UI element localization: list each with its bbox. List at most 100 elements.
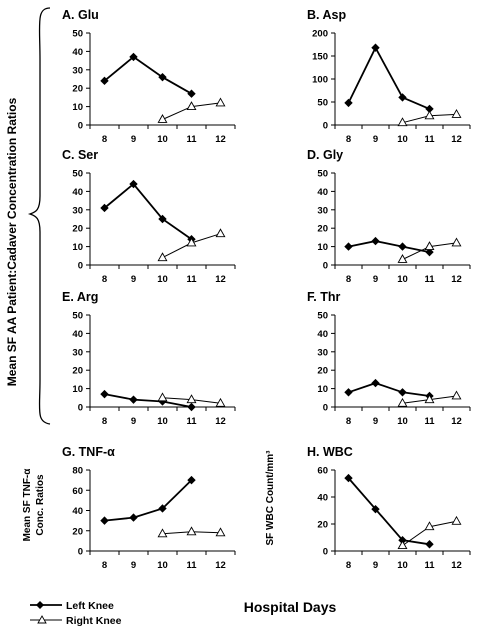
panel-e: E. Arg 0 10 20 30 40 50 8 9 10 11 12 [62, 290, 236, 427]
panel-b-x-tick-label: 12 [451, 134, 462, 145]
panel-a-x-tick-label: 11 [186, 134, 197, 145]
panel-b-x-tick-label: 11 [424, 134, 435, 145]
panel-c-x-tick-label: 10 [157, 274, 168, 285]
panel-d-y-tick-label: 30 [317, 205, 328, 216]
panel-f-right-knee-point [397, 397, 408, 407]
panel-b-left-knee-line [347, 45, 430, 110]
panel-f: F. Thr 0 10 20 30 40 50 8 9 10 11 12 [307, 290, 471, 427]
panel-c-y-tick-label: 40 [72, 187, 83, 198]
panel-a-title: A. Glu [62, 8, 99, 22]
panel-f-y-tick-label: 10 [317, 384, 328, 395]
panel-h-right-knee-point [451, 515, 462, 525]
panel-a-left-knee-point [158, 72, 167, 82]
panel-g-x-tick-label: 12 [215, 560, 226, 571]
panel-e-y-tick-label: 10 [72, 384, 83, 395]
panel-a-left-knee-point [187, 89, 196, 98]
panel-e-right-knee-point [186, 394, 197, 404]
panel-g-x-tick-label: 10 [157, 560, 168, 571]
panel-a-x-tick-label: 9 [131, 134, 136, 145]
panel-c-y-tick-label: 0 [78, 261, 83, 272]
panel-b-x-tick-label: 10 [397, 134, 408, 145]
panel-h-left-knee-point [344, 473, 353, 483]
panel-d-y-tick-label: 0 [323, 261, 328, 272]
panel-b-x-tick-label: 9 [373, 134, 378, 145]
panel-a-left-knee-point [100, 76, 109, 86]
panel-b-left-knee-point [344, 98, 353, 108]
panel-h-y-tick-label: 0 [323, 547, 328, 558]
panel-f-y-tick-label: 20 [317, 366, 328, 377]
panel-a-y-tick-label: 10 [72, 102, 83, 113]
panel-a: A. Glu 0 10 20 30 40 50 8 9 10 11 12 [62, 8, 236, 145]
panel-b-x-tick-label: 8 [346, 134, 351, 145]
panel-d: D. Gly 0 10 20 30 40 50 8 9 10 11 12 [307, 148, 471, 285]
panel-g-right-knee-point [157, 528, 168, 538]
panel-f-left-knee-point [398, 388, 407, 397]
panel-c-left-knee-point [100, 203, 109, 213]
panel-c-y-tick-label: 50 [72, 169, 83, 180]
panel-h: H. WBC 0 20 40 60 8 9 10 11 12 [307, 445, 471, 571]
panel-c-x-tick-label: 12 [215, 274, 226, 285]
panel-b-left-knee-point [398, 93, 407, 102]
panel-d-right-knee-point [424, 241, 435, 251]
panel-c: C. Ser 0 10 20 30 40 50 8 9 10 11 12 [62, 148, 236, 285]
legend-right-knee-label: Right Knee [66, 615, 122, 627]
panel-a-right-knee-point [157, 114, 168, 123]
panel-f-x-tick-label: 8 [346, 416, 351, 427]
panel-d-y-tick-label: 20 [317, 224, 328, 235]
panel-e-x-tick-label: 10 [157, 416, 168, 427]
panel-g-x-tick-label: 8 [102, 560, 107, 571]
panel-h-right-knee-point [397, 540, 408, 550]
panel-d-left-knee-point [398, 242, 407, 251]
panel-f-x-tick-label: 11 [424, 416, 435, 427]
panel-f-y-tick-label: 0 [323, 403, 328, 414]
panel-a-y-tick-label: 40 [72, 47, 83, 58]
panel-f-x-tick-label: 12 [451, 416, 462, 427]
panel-c-left-knee-line [103, 182, 193, 240]
panel-e-x-tick-label: 12 [215, 416, 226, 427]
panel-a-y-tick-label: 20 [72, 84, 83, 95]
panel-e-left-knee-point [158, 397, 167, 406]
panel-d-y-tick-label: 40 [317, 187, 328, 198]
panel-b-y-tick-label: 200 [312, 29, 328, 40]
panel-a-right-knee-point [215, 97, 226, 107]
panel-h-x-tick-label: 8 [346, 560, 351, 571]
panel-f-y-tick-label: 40 [317, 329, 328, 340]
panel-g-right-knee-point [186, 526, 197, 536]
panel-h-title: H. WBC [307, 445, 353, 459]
panel-c-left-knee-point [158, 214, 167, 224]
panel-f-left-knee-line [348, 382, 430, 397]
panel-g-y-tick-label: 0 [78, 547, 83, 558]
panel-d-y-tick-label: 50 [317, 169, 328, 180]
panel-a-left-knee-point [129, 52, 138, 62]
x-axis-title: Hospital Days [244, 599, 337, 615]
panel-b-y-tick-label: 100 [312, 75, 328, 86]
panel-d-x-tick-label: 9 [373, 274, 378, 285]
panel-b-y-tick-label: 150 [312, 52, 328, 63]
panel-f-right-knee-point [424, 394, 435, 404]
panel-g: G. TNF-α 0 20 40 60 80 8 9 10 11 12 [62, 445, 236, 571]
panel-c-x-tick-label: 8 [102, 274, 107, 285]
panel-c-x-tick-label: 9 [131, 274, 136, 285]
panel-g-right-knee-point [215, 527, 226, 537]
panel-c-x-tick-label: 11 [186, 274, 197, 285]
panel-f-y-tick-label: 30 [317, 347, 328, 358]
panel-g-title: G. TNF-α [62, 445, 115, 459]
panel-f-x-tick-label: 10 [397, 416, 408, 427]
panel-h-x-tick-label: 9 [373, 560, 378, 571]
panel-f-title: F. Thr [307, 290, 340, 304]
panel-b: B. Asp 0 50 100 150 200 8 9 10 11 12 [307, 8, 471, 145]
panel-d-left-knee-point [344, 242, 353, 251]
panel-d-left-knee-line [348, 240, 430, 253]
panel-b-right-knee-point [451, 108, 462, 118]
panel-f-x-tick-label: 9 [373, 416, 378, 427]
panel-e-left-knee-point [129, 395, 138, 404]
panel-e-left-knee-point [187, 402, 196, 412]
panel-g-y-tick-label: 60 [72, 486, 83, 497]
panel-e-y-tick-label: 20 [72, 366, 83, 377]
panel-b-left-knee-point [371, 43, 380, 52]
panel-b-left-knee-point [425, 104, 434, 114]
panel-c-y-tick-label: 10 [72, 242, 83, 253]
panel-e-right-knee-point [215, 397, 226, 407]
